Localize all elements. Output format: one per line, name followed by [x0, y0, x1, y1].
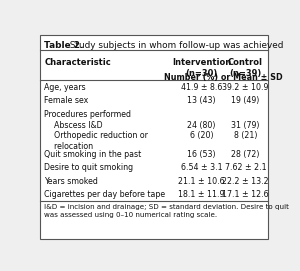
- Text: 18.1 ± 11.9: 18.1 ± 11.9: [178, 190, 225, 199]
- Text: Table 2.: Table 2.: [44, 41, 84, 50]
- Text: Study subjects in whom follow-up was achieved: Study subjects in whom follow-up was ach…: [64, 41, 283, 50]
- Text: Number (%) or Mean ± SD: Number (%) or Mean ± SD: [164, 73, 283, 82]
- Text: I&D = incision and drainage; SD = standard deviation. Desire to quit
was assesse: I&D = incision and drainage; SD = standa…: [44, 204, 290, 218]
- Text: 6 (20): 6 (20): [190, 131, 213, 140]
- Text: 41.9 ± 8.6: 41.9 ± 8.6: [181, 83, 222, 92]
- Text: Age, years: Age, years: [44, 83, 86, 92]
- Text: 21.1 ± 10.6: 21.1 ± 10.6: [178, 176, 225, 186]
- Text: 6.54 ± 3.1: 6.54 ± 3.1: [181, 163, 222, 172]
- Text: Desire to quit smoking: Desire to quit smoking: [44, 163, 134, 172]
- Text: Years smoked: Years smoked: [44, 176, 98, 186]
- Text: 19 (49): 19 (49): [232, 96, 260, 105]
- Text: 17.1 ± 12.6: 17.1 ± 12.6: [222, 190, 269, 199]
- Text: Procedures performed: Procedures performed: [44, 110, 131, 119]
- Text: Characteristic: Characteristic: [44, 58, 111, 67]
- Text: 7.62 ± 2.1: 7.62 ± 2.1: [225, 163, 266, 172]
- Text: Cigarettes per day before tape: Cigarettes per day before tape: [44, 190, 166, 199]
- Text: Control
(n=39): Control (n=39): [228, 58, 263, 78]
- Text: Orthopedic reduction or
    relocation: Orthopedic reduction or relocation: [44, 131, 148, 151]
- Text: 16 (53): 16 (53): [187, 150, 216, 159]
- Text: 31 (79): 31 (79): [231, 121, 260, 130]
- Text: 8 (21): 8 (21): [234, 131, 257, 140]
- Text: 39.2 ± 10.9: 39.2 ± 10.9: [222, 83, 269, 92]
- Text: Female sex: Female sex: [44, 96, 89, 105]
- Text: 13 (43): 13 (43): [187, 96, 216, 105]
- Text: Quit smoking in the past: Quit smoking in the past: [44, 150, 142, 159]
- Text: 28 (72): 28 (72): [231, 150, 260, 159]
- Text: 24 (80): 24 (80): [187, 121, 216, 130]
- Text: Intervention
(n=30): Intervention (n=30): [172, 58, 231, 78]
- Text: 22.2 ± 13.2: 22.2 ± 13.2: [222, 176, 269, 186]
- Text: Abscess I&D: Abscess I&D: [44, 121, 103, 130]
